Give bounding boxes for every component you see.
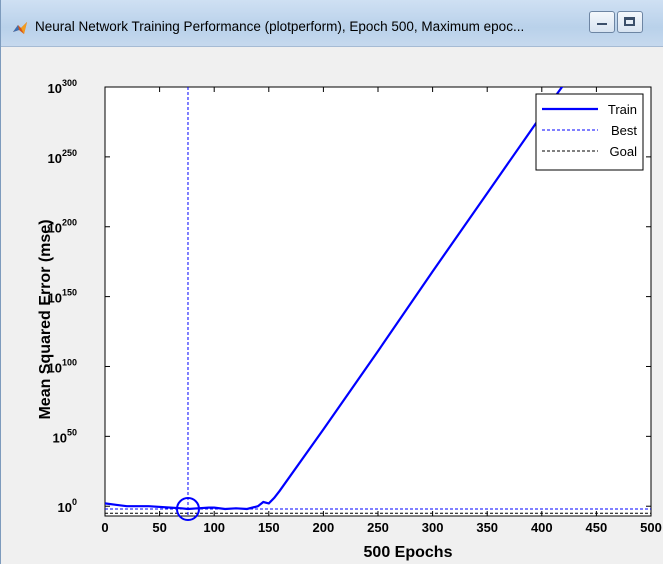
legend-label-best: Best [611, 123, 637, 138]
matlab-icon [13, 22, 27, 34]
x-axis-label: 500 Epochs [364, 544, 453, 561]
y-tick-label: 10150 [48, 288, 78, 306]
minimize-button[interactable] [589, 11, 615, 33]
x-tick-label: 500 [640, 520, 662, 535]
x-tick-label: 50 [152, 520, 166, 535]
y-tick-label: 1050 [53, 427, 77, 445]
title-bar[interactable]: Neural Network Training Performance (plo… [1, 0, 663, 47]
maximize-icon [624, 17, 635, 26]
y-tick-label: 100 [58, 497, 77, 515]
x-tick-label: 450 [586, 520, 608, 535]
plot-lines [105, 87, 651, 516]
x-tick-label: 100 [203, 520, 225, 535]
x-tick-label: 400 [531, 520, 553, 535]
window-title: Neural Network Training Performance (plo… [35, 19, 525, 34]
y-axis-label: Mean Squared Error (mse) [37, 219, 54, 419]
x-tick-label: 200 [313, 520, 335, 535]
minimize-icon [597, 23, 607, 25]
best-marker [175, 497, 200, 522]
x-tick-label: 0 [101, 520, 108, 535]
y-tick-label: 10250 [48, 148, 78, 166]
train-line [105, 87, 564, 511]
legend-box [535, 93, 644, 171]
legend-label-train: Train [608, 102, 637, 117]
y-tick-label: 10300 [48, 78, 78, 96]
legend-label-goal: Goal [610, 144, 638, 159]
y-tick-label: 10100 [48, 357, 78, 375]
x-tick-label: 250 [367, 520, 389, 535]
x-tick-label: 150 [258, 520, 280, 535]
x-tick-label: 300 [422, 520, 444, 535]
maximize-button[interactable] [617, 11, 643, 33]
x-tick-label: 350 [476, 520, 498, 535]
y-tick-label: 10200 [48, 218, 78, 236]
